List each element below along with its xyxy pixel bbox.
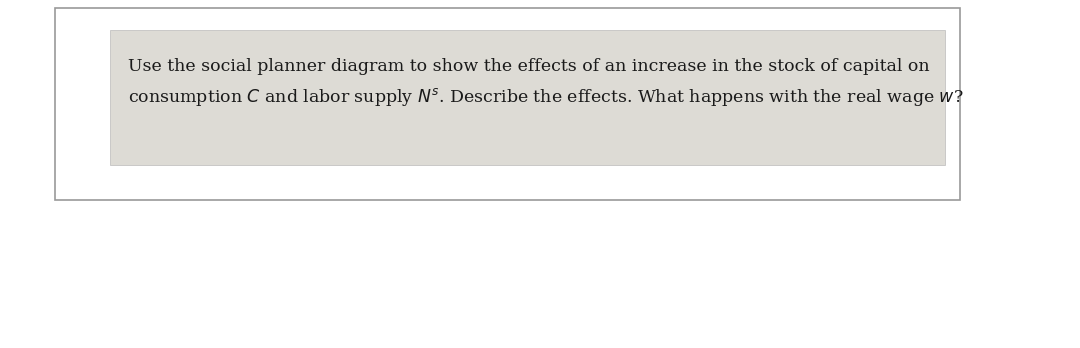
Text: Use the social planner diagram to show the effects of an increase in the stock o: Use the social planner diagram to show t… bbox=[129, 58, 930, 75]
Text: consumption $C$ and labor supply $N^s$. Describe the effects. What happens with : consumption $C$ and labor supply $N^s$. … bbox=[129, 86, 963, 108]
Bar bbox=[110, 30, 945, 165]
Bar bbox=[55, 8, 960, 200]
